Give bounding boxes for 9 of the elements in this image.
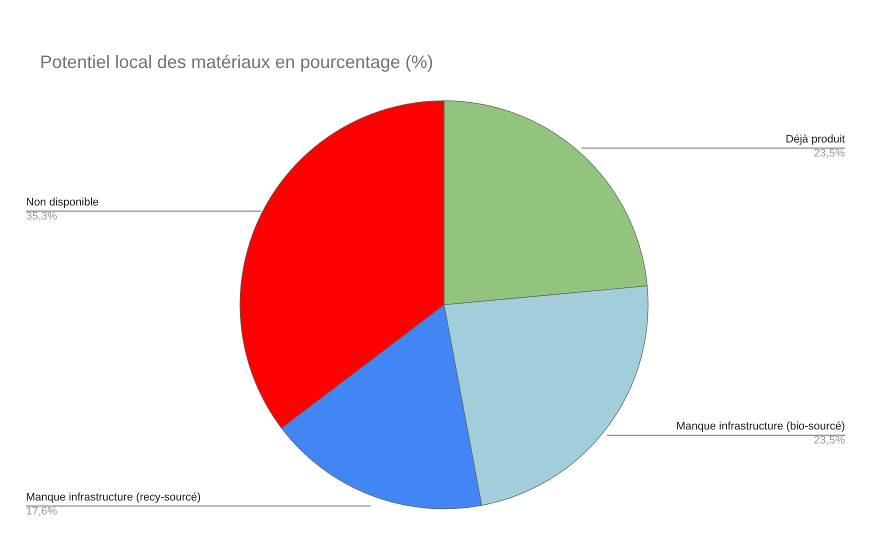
data-label: 23,5% <box>814 434 846 447</box>
data-label: 17,6% <box>26 506 58 518</box>
slice-label: Manque infrastructure (bio-sourcé) <box>676 420 845 433</box>
slice-label: Déjà produit <box>786 134 845 146</box>
slice-label: Non disponible <box>26 196 99 209</box>
data-label: 23,5% <box>814 148 846 160</box>
slice-label: Manque infrastructure (recy-sourcé) <box>26 492 201 504</box>
data-label: 35,3% <box>26 210 58 223</box>
chart-title: Potentiel local des matériaux en pourcentage (%) <box>40 52 434 72</box>
